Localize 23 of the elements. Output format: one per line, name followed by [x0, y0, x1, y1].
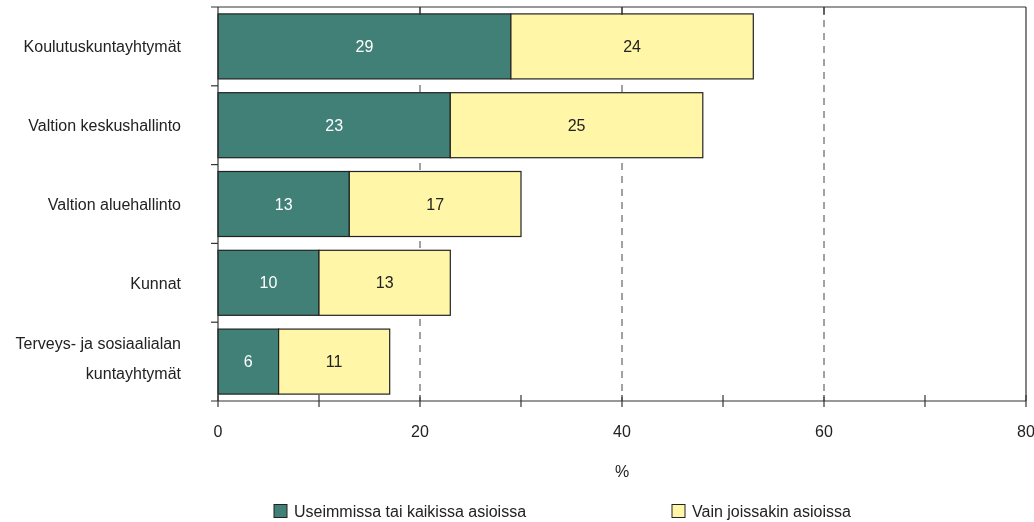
x-axis-title: %: [614, 462, 630, 480]
y-tick-label: Terveys- ja sosiaalialan kuntayhtymät: [15, 334, 182, 382]
data-label: 25: [567, 116, 586, 134]
legend-label: Vain joissakin asioissa: [692, 502, 851, 520]
y-tick-label: Valtion keskushallinto: [28, 116, 182, 134]
data-label: 23: [325, 116, 344, 134]
data-label: 6: [243, 353, 253, 371]
data-label: 17: [426, 195, 445, 213]
data-label: 11: [325, 353, 343, 371]
x-tick-label: 40: [613, 422, 631, 440]
x-tick-label: 20: [411, 422, 429, 440]
x-tick-label: 60: [815, 422, 833, 440]
y-tick-label: Valtion aluehallinto: [47, 195, 182, 213]
y-tick-label: Koulutuskuntayhtymät: [23, 37, 182, 55]
data-label: 13: [375, 274, 394, 292]
y-tick-label: Kunnat: [130, 274, 182, 292]
data-label: 24: [623, 37, 642, 55]
x-tick-label: 80: [1017, 422, 1034, 440]
data-label: 13: [274, 195, 293, 213]
data-label: 29: [355, 37, 374, 55]
x-tick-label: 0: [213, 422, 223, 440]
data-label: 10: [259, 274, 278, 292]
legend-label: Useimmissa tai kaikissa asioissa: [294, 502, 527, 520]
